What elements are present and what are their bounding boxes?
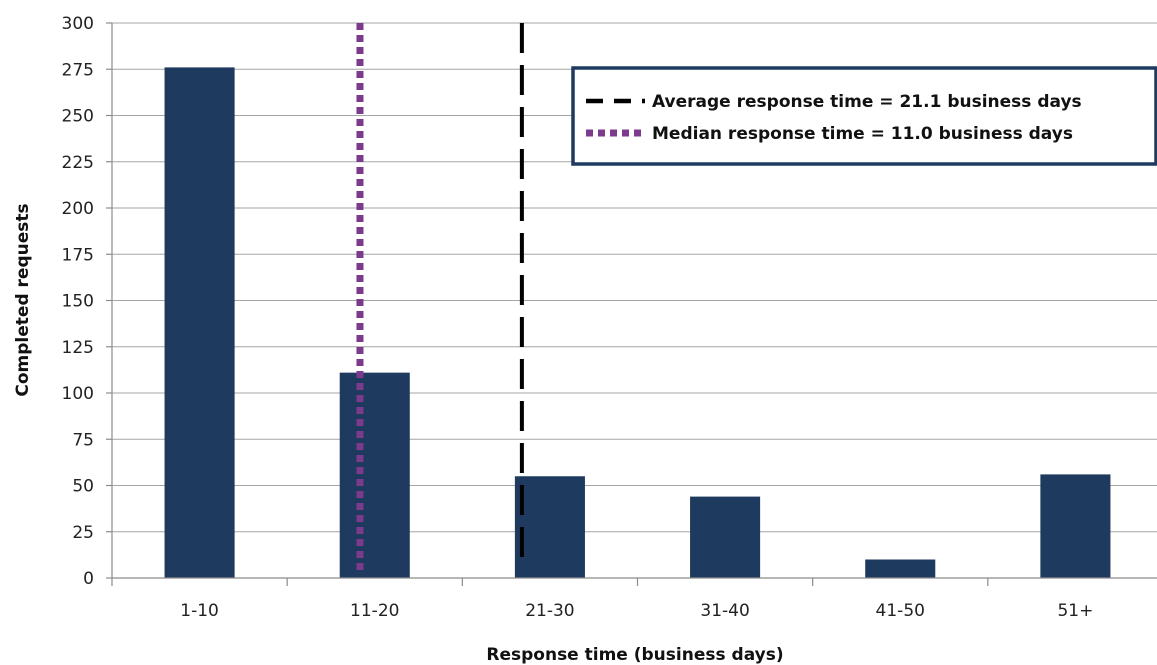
legend-median-label: Median response time = 11.0 business day…	[652, 124, 1073, 144]
bar-1-10	[164, 67, 235, 579]
y-tick-label: 25	[72, 523, 94, 543]
y-tick-label: 175	[62, 245, 94, 265]
x-tick-labels: 1-10 11-20 21-30 31-40 41-50 51+	[180, 601, 1093, 621]
bar-51+	[1040, 474, 1111, 578]
legend: Average response time = 21.1 business da…	[571, 66, 1157, 166]
x-tick-label: 21-30	[525, 601, 574, 621]
bar-31-40	[690, 496, 761, 578]
y-tick-label: 50	[72, 477, 94, 497]
bar-11-20	[339, 372, 410, 578]
x-tick-label: 11-20	[350, 601, 399, 621]
y-axis-title: Completed requests	[13, 203, 33, 396]
y-tick-label: 200	[62, 199, 94, 219]
legend-box	[571, 66, 1157, 166]
y-tick-label: 150	[62, 292, 94, 312]
y-tick-labels: 0 25 50 75 100 125 150 175 200 225 250 275 300	[62, 14, 94, 589]
bar-21-30	[514, 476, 585, 578]
x-tick-label: 51+	[1057, 601, 1093, 621]
reference-lines	[356, 23, 524, 573]
y-tick-label: 100	[62, 384, 94, 404]
x-tick-label: 1-10	[180, 601, 219, 621]
y-tick-label: 75	[72, 430, 94, 450]
x-tick-label: 31-40	[700, 601, 749, 621]
axes	[106, 22, 1157, 586]
x-axis-title: Response time (business days)	[486, 645, 783, 665]
y-tick-label: 250	[62, 107, 94, 127]
y-tick-label: 275	[62, 60, 94, 80]
legend-average-label: Average response time = 21.1 business da…	[652, 92, 1082, 112]
y-tick-label: 225	[62, 153, 94, 173]
y-tick-label: 0	[83, 569, 94, 589]
x-tick-label: 41-50	[876, 601, 925, 621]
y-tick-label: 125	[62, 338, 94, 358]
bar-41-50	[865, 559, 936, 578]
y-tick-label: 300	[62, 14, 94, 34]
bars	[164, 67, 1111, 579]
